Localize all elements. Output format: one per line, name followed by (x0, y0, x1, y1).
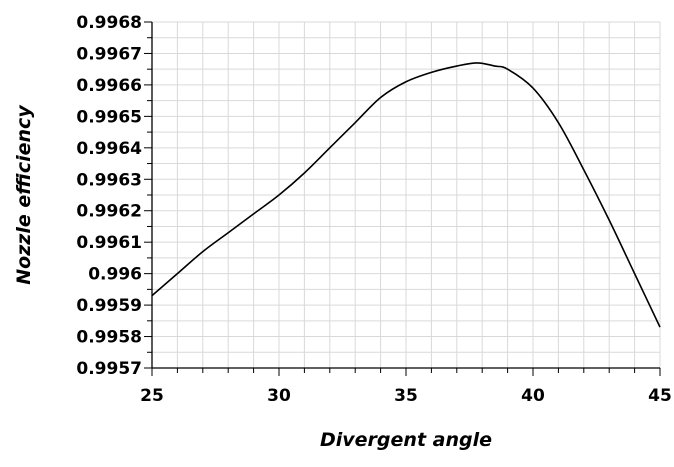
y-tick-label: 0.996 (88, 265, 142, 285)
series-line (151, 62, 661, 328)
y-tick-label: 0.9964 (76, 139, 142, 159)
x-tick-labels: 25 30 35 40 45 (140, 386, 672, 406)
y-tick-label: 0.9965 (76, 107, 142, 127)
grid-lines (151, 21, 661, 369)
y-tick-label: 0.9963 (76, 170, 142, 190)
y-tick-label: 0.9959 (76, 296, 142, 316)
x-axis-title: Divergent angle (320, 429, 492, 451)
y-tick-label: 0.9958 (76, 328, 142, 348)
y-tick-label: 0.9966 (76, 76, 142, 96)
y-tick-label: 0.9957 (76, 359, 142, 379)
y-tick-label: 0.9968 (76, 13, 142, 33)
x-tick-label: 30 (267, 386, 291, 406)
y-axis-title: Nozzle efficiency (13, 104, 35, 285)
y-tick-label: 0.9967 (76, 44, 142, 64)
axes (151, 22, 660, 369)
x-tick-label: 35 (394, 386, 418, 406)
x-tick-label: 45 (648, 386, 672, 406)
minor-ticks (144, 21, 661, 376)
series-group (151, 62, 661, 328)
x-tick-label: 40 (521, 386, 545, 406)
y-tick-label: 0.9961 (76, 233, 142, 253)
y-tick-label: 0.9962 (76, 202, 142, 222)
y-tick-labels: 0.9957 0.9958 0.9959 0.996 0.9961 0.9962 0.996… (76, 13, 142, 379)
x-tick-label: 25 (140, 386, 164, 406)
